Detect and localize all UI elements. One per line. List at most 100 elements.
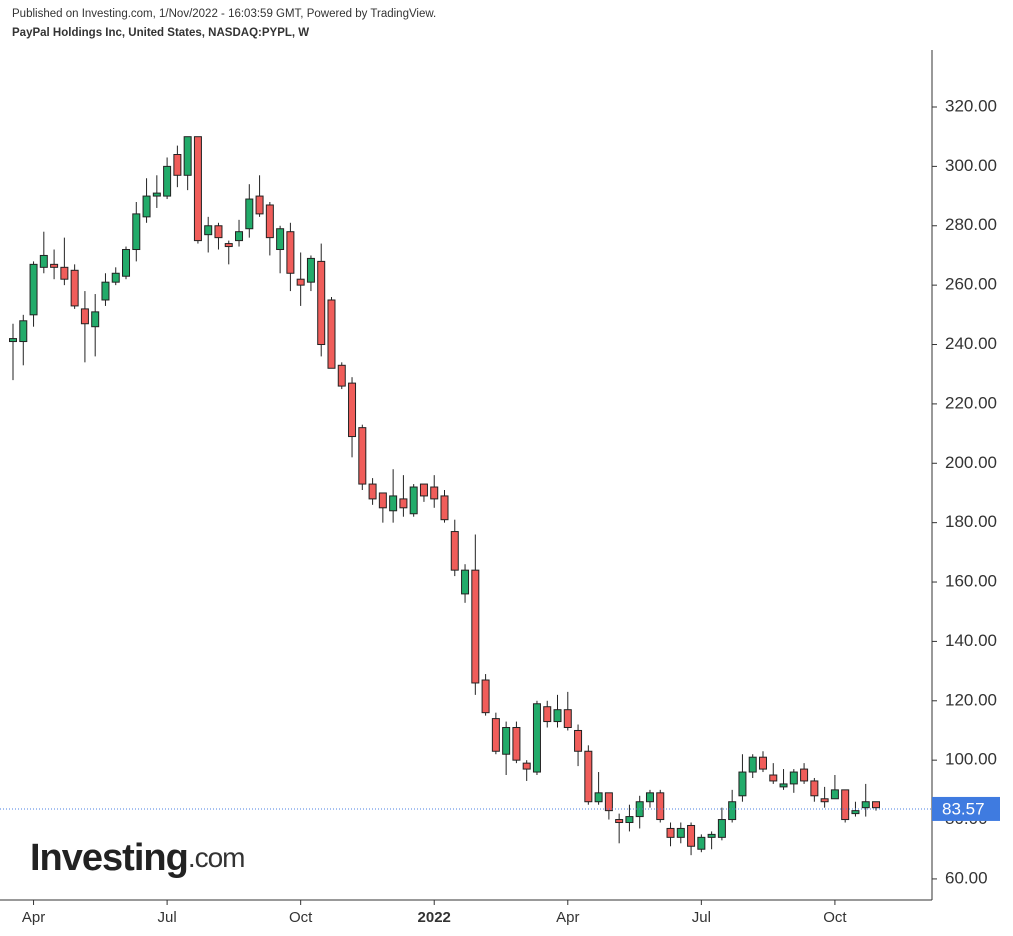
candle-body <box>574 729 583 752</box>
last-price-label: 83.57 <box>942 799 985 818</box>
candle-body <box>9 338 17 343</box>
x-tick-label: Jul <box>692 909 711 926</box>
candle-body <box>532 703 541 773</box>
x-tick-label: Apr <box>556 909 579 926</box>
symbol-title: PayPal Holdings Inc, United States, NASD… <box>12 27 309 39</box>
candle-body <box>645 792 654 803</box>
y-tick-label: 260.00 <box>945 275 997 294</box>
y-tick-label: 100.00 <box>945 750 997 769</box>
candle-body <box>430 486 439 500</box>
last-price-box <box>932 796 1000 821</box>
candle-body <box>296 278 305 286</box>
candle-body <box>687 824 696 847</box>
candle-body <box>512 727 521 761</box>
candle-body <box>337 364 346 387</box>
published-note: Published on Investing.com, 1/Nov/2022 -… <box>12 8 436 20</box>
candle-body <box>60 266 69 280</box>
y-tick-label: 140.00 <box>945 631 997 650</box>
candle-body <box>142 195 151 218</box>
y-tick-label: 160.00 <box>945 572 997 591</box>
candle-body <box>122 249 131 277</box>
logo-suffix: .com <box>188 842 245 873</box>
candle-body <box>204 225 213 236</box>
candle-body <box>348 382 357 438</box>
candle-body <box>851 810 860 815</box>
candle-body <box>399 498 408 509</box>
candle-body <box>245 198 254 230</box>
candle-body <box>70 269 79 307</box>
candle-body <box>707 833 716 838</box>
candle-body <box>481 679 490 714</box>
candle-body <box>378 492 387 509</box>
candle-body <box>841 789 850 821</box>
candle-body <box>450 531 459 571</box>
candle-body <box>39 254 48 268</box>
candle-body <box>625 816 634 824</box>
candle-body <box>861 801 870 809</box>
candle-body <box>358 427 367 485</box>
candle-body <box>214 225 223 239</box>
y-tick-label: 60.00 <box>945 868 988 887</box>
candle-body <box>553 709 562 723</box>
candle-body <box>80 308 89 325</box>
candle-body <box>666 827 675 838</box>
y-tick-label: 300.00 <box>945 156 997 175</box>
candle-body <box>738 771 747 797</box>
candle-body <box>276 228 285 251</box>
candle-body <box>502 727 511 755</box>
x-tick-label: Oct <box>823 909 847 926</box>
candle-body <box>152 192 161 197</box>
candle-body <box>717 819 726 838</box>
candle-body <box>19 320 28 343</box>
candle-body <box>491 718 500 752</box>
y-tick-label: 180.00 <box>945 512 997 531</box>
candle-body <box>29 263 38 316</box>
candle-body <box>101 281 110 301</box>
candle-body <box>265 204 274 239</box>
candle-body <box>409 486 418 515</box>
y-tick-label: 320.00 <box>945 96 997 115</box>
candle-body <box>697 836 706 850</box>
candle-body <box>800 768 809 782</box>
candle-body <box>563 709 572 729</box>
candle-body <box>584 750 593 803</box>
candle-body <box>872 801 880 809</box>
candle-body <box>163 165 172 197</box>
y-tick-label: 200.00 <box>945 453 997 472</box>
candle-body <box>389 495 398 512</box>
candle-body <box>173 154 182 176</box>
candle-body <box>522 762 531 770</box>
candle-body <box>461 569 470 595</box>
candle-body <box>728 801 737 821</box>
candle-body <box>543 706 552 723</box>
logo: Investing.com <box>30 837 245 879</box>
candle-body <box>810 780 819 797</box>
x-tick-label: Jul <box>158 909 177 926</box>
candle-body <box>604 792 613 812</box>
x-tick-label: 2022 <box>418 909 451 926</box>
candle-body <box>368 483 377 500</box>
candle-body <box>91 311 100 328</box>
y-tick-label: 280.00 <box>945 215 997 234</box>
candle-body <box>615 819 624 824</box>
candle-body <box>830 789 839 800</box>
candle-body <box>224 243 233 248</box>
candle-body <box>286 231 295 274</box>
x-tick-label: Oct <box>289 909 313 926</box>
y-tick-label: 220.00 <box>945 393 997 412</box>
candle-body <box>193 136 202 242</box>
candle-body <box>594 792 603 803</box>
candle-body <box>440 495 449 521</box>
candle-body <box>471 569 480 684</box>
x-tick-label: Apr <box>22 909 45 926</box>
candle-body <box>50 263 59 268</box>
candle-body <box>656 792 665 821</box>
candle-body <box>769 774 778 782</box>
candle-body <box>758 756 767 770</box>
candle-body <box>235 231 244 242</box>
candle-body <box>327 299 336 369</box>
candle-body <box>676 827 685 838</box>
candle-body <box>779 783 788 788</box>
